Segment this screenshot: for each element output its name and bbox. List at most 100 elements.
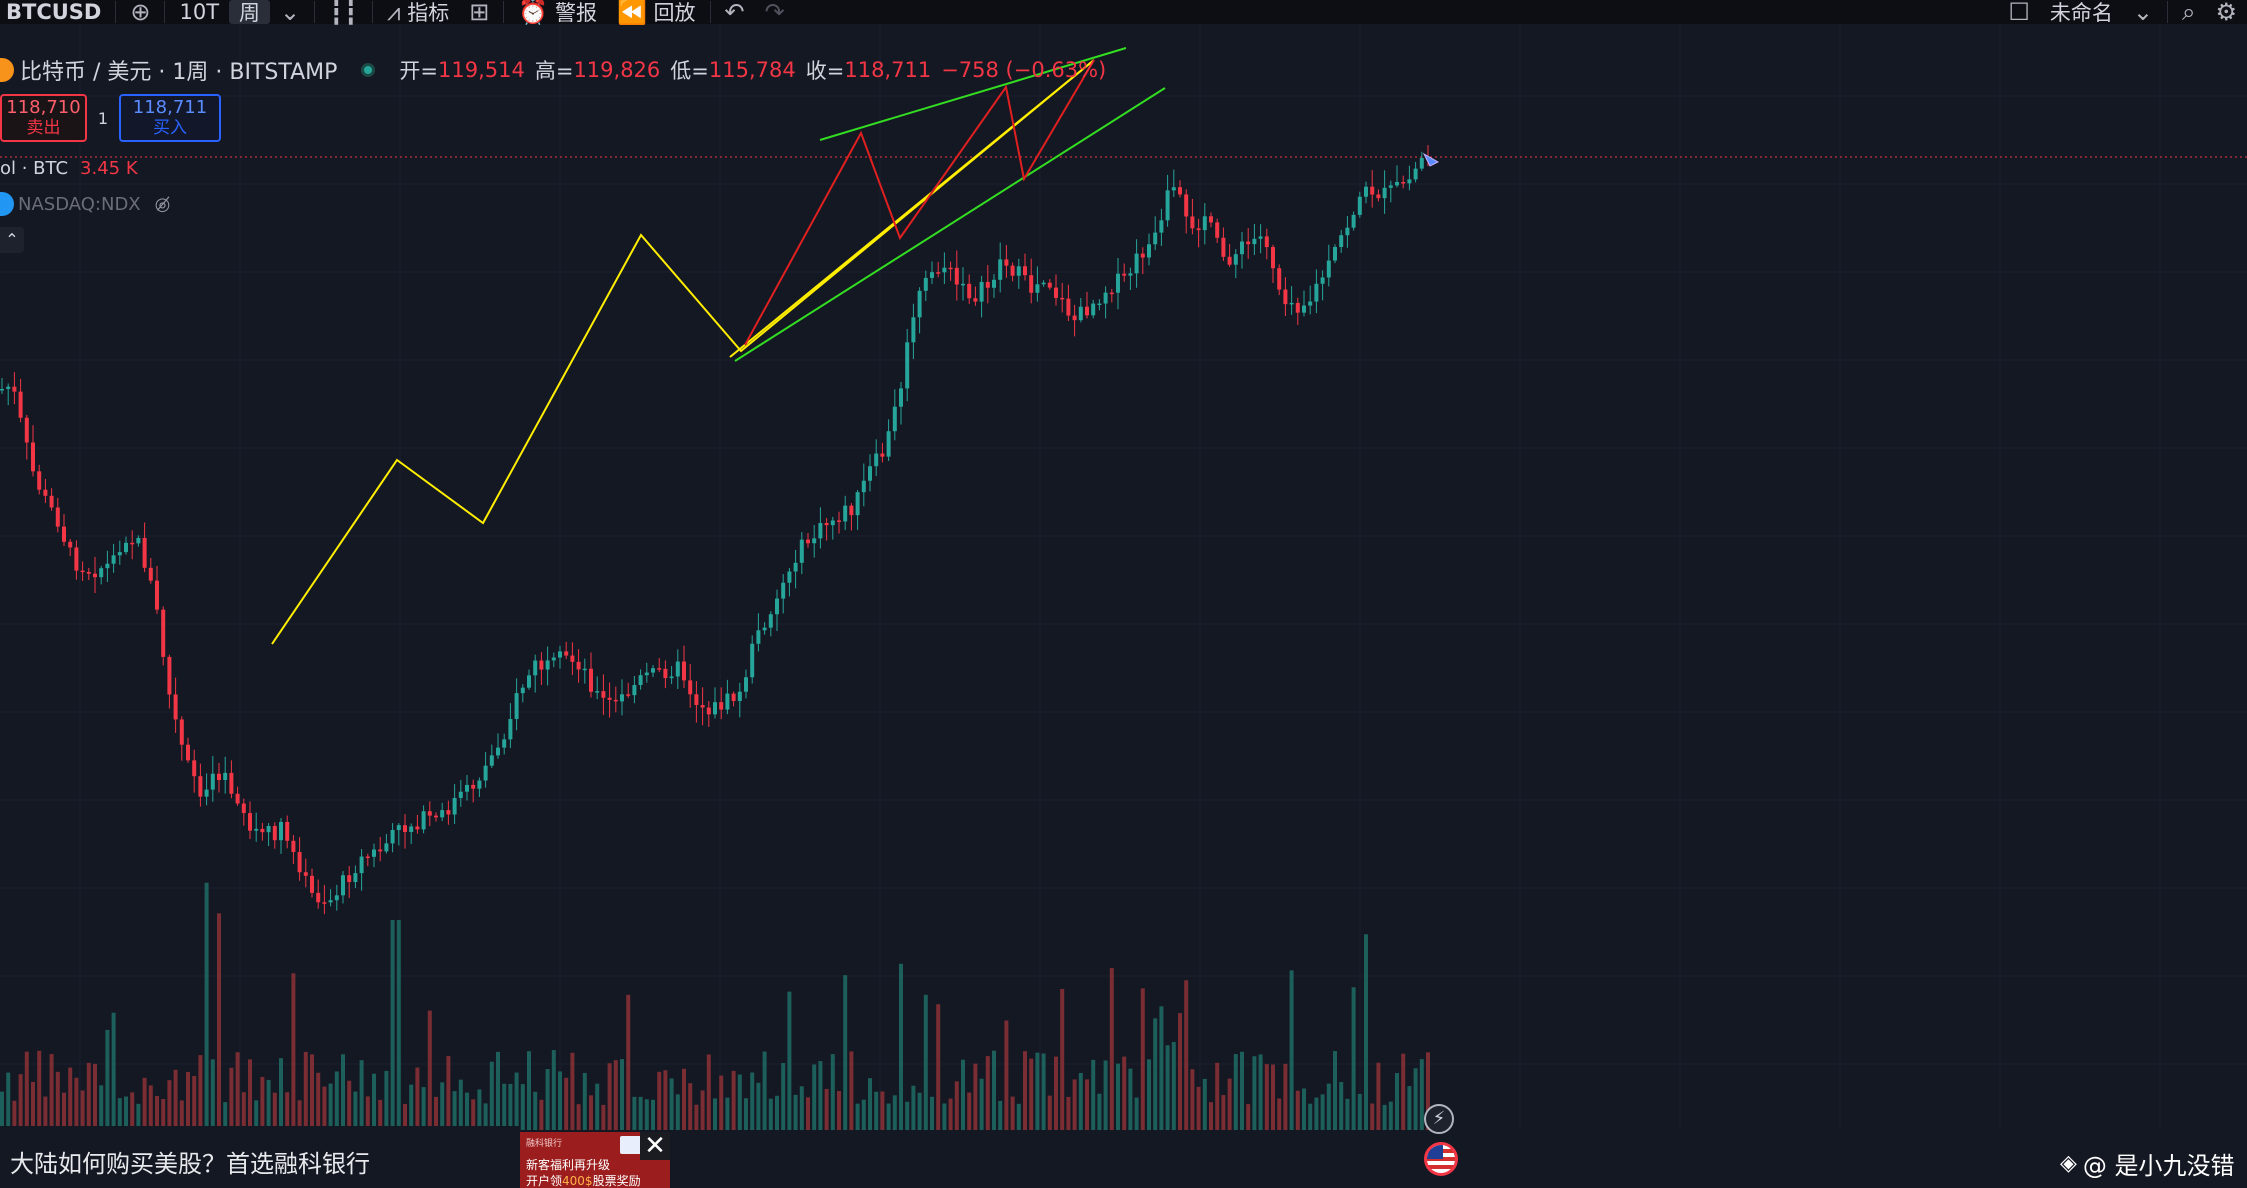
volume-bar bbox=[18, 1074, 23, 1130]
candle-body bbox=[179, 719, 184, 745]
candle-body bbox=[1302, 305, 1306, 313]
volume-bar bbox=[663, 1070, 668, 1130]
search-icon[interactable]: ⌕ bbox=[2182, 0, 2196, 26]
candle-body bbox=[843, 505, 848, 522]
chevron-down-icon[interactable]: ⌄ bbox=[2132, 0, 2154, 26]
candle-body bbox=[18, 391, 23, 418]
candle-body bbox=[248, 813, 252, 831]
volume-bar bbox=[961, 1059, 965, 1130]
candle-body bbox=[1382, 187, 1387, 199]
undo-icon[interactable]: ↶ bbox=[724, 0, 745, 26]
us-flag-icon[interactable] bbox=[1424, 1142, 1458, 1176]
symbol-search[interactable]: BTCUSD bbox=[6, 0, 102, 24]
candle-body bbox=[396, 825, 401, 830]
volume-bar bbox=[155, 1095, 159, 1130]
volume-bar bbox=[737, 1074, 742, 1130]
candle-body bbox=[322, 902, 327, 904]
candle-body bbox=[1165, 190, 1170, 221]
volume-bar bbox=[1364, 934, 1368, 1130]
volume-bar bbox=[837, 1091, 841, 1130]
close-value: 118,711 bbox=[844, 58, 932, 82]
grid-icon[interactable]: ⊞ bbox=[469, 0, 490, 26]
volume-bar bbox=[979, 1078, 984, 1130]
ad-text[interactable]: 大陆如何购买美股？首选融科银行 bbox=[10, 1150, 370, 1178]
legend-title[interactable]: 比特币 / 美元 · 1周 · BITSTAMP bbox=[20, 60, 338, 85]
gear-icon[interactable]: ⚙ bbox=[2215, 0, 2237, 26]
volume-bar bbox=[328, 1083, 333, 1130]
volume-bar bbox=[1085, 1079, 1089, 1130]
plus-circle-icon[interactable]: ⊕ bbox=[130, 0, 151, 26]
candle-body bbox=[564, 651, 569, 656]
volume-bar bbox=[762, 1051, 767, 1130]
volume-bar bbox=[0, 1091, 4, 1130]
close-icon[interactable]: ✕ bbox=[640, 1132, 670, 1160]
market-status-icon[interactable] bbox=[361, 63, 376, 77]
volume-bar bbox=[279, 1058, 283, 1130]
chart-area[interactable] bbox=[0, 24, 2247, 1188]
chevron-up-icon[interactable]: ⌃ bbox=[0, 227, 24, 253]
volume-bar bbox=[768, 1098, 773, 1130]
compare-indicator[interactable]: NASDAQ:NDX ◎̸ bbox=[0, 192, 170, 216]
candle-body bbox=[1246, 241, 1251, 245]
volume-bar bbox=[1258, 1054, 1263, 1130]
volume-bar bbox=[675, 1094, 680, 1130]
volume-bar bbox=[589, 1095, 593, 1130]
volume-bar bbox=[1264, 1064, 1269, 1130]
layout-box-icon[interactable]: ☐ bbox=[2008, 0, 2030, 26]
candle-body bbox=[1072, 315, 1077, 321]
layout-name[interactable]: 未命名 bbox=[2049, 1, 2113, 25]
replay-button[interactable]: ⏪ 回放 bbox=[607, 0, 706, 26]
volume-bar bbox=[427, 1010, 432, 1130]
interval-week[interactable]: 周 bbox=[229, 0, 271, 25]
candle-body bbox=[359, 856, 364, 874]
candle-body bbox=[899, 388, 903, 407]
volume-indicator[interactable]: ol · BTC 3.45 K bbox=[0, 156, 138, 180]
candle-body bbox=[272, 826, 277, 841]
candle-body bbox=[1215, 222, 1220, 238]
volume-bar bbox=[781, 1063, 786, 1130]
sell-button[interactable]: 118,710 卖出 bbox=[0, 94, 87, 142]
lightning-icon[interactable]: ⚡ bbox=[1424, 1104, 1454, 1134]
ad-banner[interactable]: 大陆如何购买美股？首选融科银行 bbox=[0, 1126, 520, 1188]
alert-button[interactable]: ⏰ 警报 bbox=[508, 0, 607, 26]
candle-body bbox=[458, 791, 463, 798]
volume-bar bbox=[570, 1052, 575, 1130]
volume-bar bbox=[1190, 1069, 1195, 1130]
divider bbox=[709, 1, 711, 23]
candle-body bbox=[1047, 282, 1052, 288]
volume-value: 3.45 K bbox=[80, 157, 138, 179]
volume-bar bbox=[1128, 1068, 1133, 1130]
divider bbox=[2167, 1, 2169, 23]
candle-body bbox=[198, 776, 203, 797]
volume-bar bbox=[452, 1091, 457, 1130]
redo-icon[interactable]: ↷ bbox=[764, 0, 785, 26]
volume-bar bbox=[483, 1103, 488, 1130]
indicators-button[interactable]: ⩘ 指标 bbox=[377, 0, 459, 26]
buy-button[interactable]: 118,711 买入 bbox=[119, 94, 221, 142]
volume-bar bbox=[266, 1079, 271, 1130]
chevron-down-icon[interactable]: ⌄ bbox=[280, 0, 301, 26]
ndx-icon bbox=[0, 192, 14, 216]
eye-off-icon[interactable]: ◎̸ bbox=[154, 193, 171, 215]
candle-body bbox=[1277, 268, 1282, 290]
candle-body bbox=[1128, 273, 1133, 276]
candle-body bbox=[334, 895, 339, 901]
candle-body bbox=[1122, 273, 1127, 276]
volume-bar bbox=[465, 1092, 469, 1130]
volume-bar bbox=[55, 1071, 60, 1130]
candle-body bbox=[1364, 186, 1368, 197]
volume-bar bbox=[1184, 980, 1189, 1130]
price-chart[interactable] bbox=[0, 24, 2247, 1188]
candlestick-icon[interactable]: ┇┇ bbox=[329, 0, 359, 26]
volume-bar bbox=[694, 1104, 699, 1130]
open-value: 119,514 bbox=[437, 58, 525, 82]
volume-bar bbox=[1004, 1020, 1009, 1130]
volume-bar bbox=[799, 1086, 804, 1130]
interval-10t[interactable]: 10T bbox=[179, 0, 220, 24]
candle-body bbox=[1066, 298, 1071, 316]
candle-body bbox=[291, 840, 296, 853]
volume-bar bbox=[192, 1075, 197, 1130]
candle-body bbox=[1209, 216, 1213, 223]
volume-bar bbox=[725, 1097, 730, 1130]
buy-price: 118,711 bbox=[132, 97, 208, 118]
